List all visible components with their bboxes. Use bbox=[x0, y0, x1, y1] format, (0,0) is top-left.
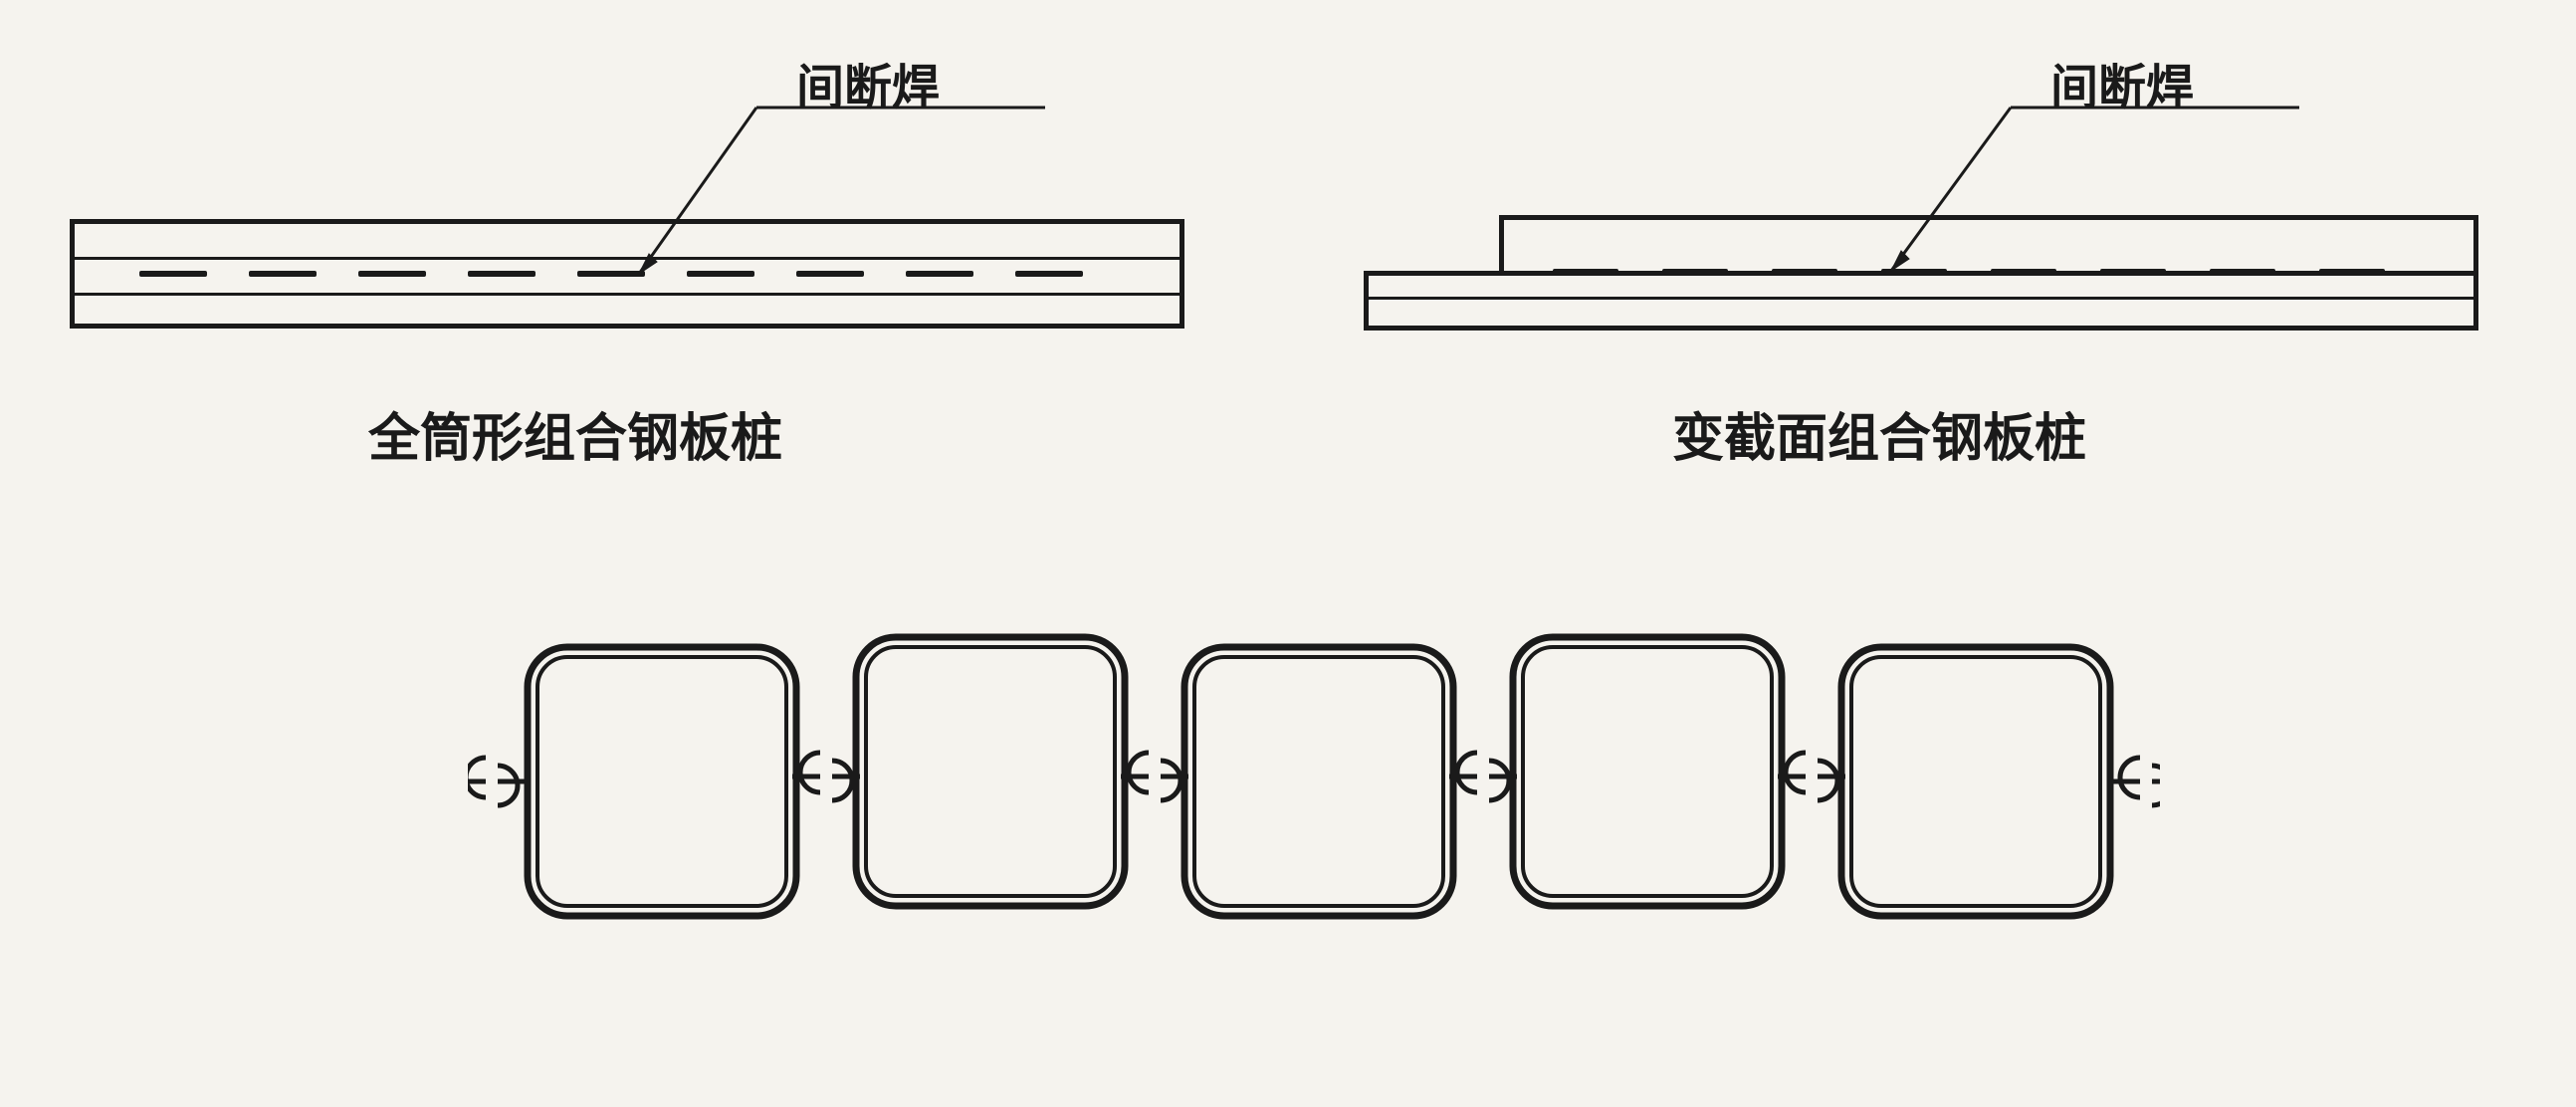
right-caption: 变截面组合钢板桩 bbox=[1672, 396, 2086, 471]
left-caption: 全筒形组合钢板桩 bbox=[368, 396, 782, 471]
cross-section-row bbox=[468, 577, 2160, 1005]
diagram-container: 间断焊 全筒形组合钢板桩 间断焊 变截面组合钢板桩 bbox=[0, 0, 2576, 1107]
right-weld-label: 间断焊 bbox=[2050, 48, 2194, 117]
